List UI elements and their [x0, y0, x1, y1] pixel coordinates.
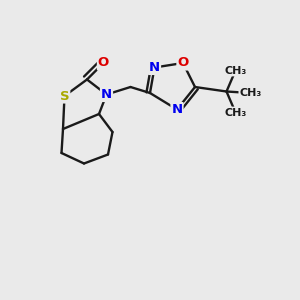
Text: CH₃: CH₃ [239, 88, 262, 98]
Text: CH₃: CH₃ [224, 65, 247, 76]
Text: CH₃: CH₃ [224, 107, 247, 118]
Text: O: O [177, 56, 189, 70]
Text: S: S [60, 89, 69, 103]
Text: O: O [98, 56, 109, 70]
Text: N: N [171, 103, 183, 116]
Text: N: N [149, 61, 160, 74]
Text: N: N [101, 88, 112, 101]
